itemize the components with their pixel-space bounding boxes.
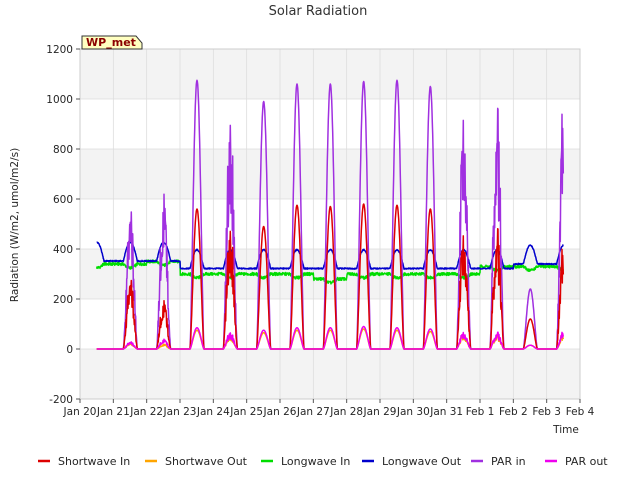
x-tick-label: Jan 31	[429, 406, 463, 418]
y-tick-label: 0	[66, 344, 73, 356]
x-tick-label: Feb 2	[499, 406, 528, 418]
plot-area	[80, 49, 580, 399]
x-tick-label: Jan 25	[229, 406, 263, 418]
legend: Shortwave In Shortwave Out Longwave In Long…	[38, 455, 608, 468]
site-badge-label: WP_met	[86, 36, 136, 49]
legend-label: Shortwave Out	[165, 455, 248, 468]
legend-label: Longwave In	[281, 455, 350, 468]
series-line-longwave-in	[95, 259, 565, 285]
legend-item: Longwave In	[261, 455, 350, 468]
y-tick-label: -200	[49, 394, 73, 406]
series-line-par-out	[96, 325, 565, 350]
site-badge: WP_met	[81, 35, 143, 50]
x-tick-label: Jan 23	[163, 406, 197, 418]
legend-item: PAR in	[471, 455, 526, 468]
legend-label: PAR in	[491, 455, 526, 468]
x-tick-label: Jan 29	[363, 406, 397, 418]
legend-item: Shortwave Out	[145, 455, 248, 468]
legend-item: Longwave Out	[362, 455, 462, 468]
plot-band	[80, 149, 580, 199]
x-tick-label: Jan 26	[263, 406, 297, 418]
y-tick-label: 200	[53, 294, 73, 306]
y-tick-label: 1200	[46, 44, 73, 56]
series-line-longwave-out	[96, 240, 564, 270]
series-layer	[95, 79, 565, 350]
legend-label: Longwave Out	[382, 455, 462, 468]
x-tick-label: Jan 24	[196, 406, 230, 418]
x-tick-label: Feb 3	[532, 406, 561, 418]
x-tick-label: Jan 28	[329, 406, 363, 418]
chart-title: Solar Radiation	[269, 4, 368, 19]
plot-band	[80, 249, 580, 299]
plot-background-bands	[80, 49, 580, 399]
y-axis-label: Radiation (W/m2, umol/m2/s)	[9, 148, 21, 302]
x-axis-label: Time	[552, 424, 579, 436]
y-tick-label: 800	[53, 144, 73, 156]
legend-label: PAR out	[565, 455, 608, 468]
y-tick-label: 400	[53, 244, 73, 256]
x-tick-label: Jan 22	[129, 406, 163, 418]
legend-item: Shortwave In	[38, 455, 130, 468]
legend-item: PAR out	[545, 455, 608, 468]
y-tick-label: 600	[53, 194, 73, 206]
y-tick-label: 1000	[46, 94, 73, 106]
plot-frame	[79, 48, 581, 400]
x-axis-ticks: Jan 20 Jan 21 Jan 22 Jan 23 Jan 24 Jan 25 Jan …	[63, 399, 595, 418]
x-tick-label: Feb 1	[466, 406, 495, 418]
x-tick-label: Feb 4	[566, 406, 595, 418]
x-tick-label: Jan 27	[296, 406, 330, 418]
y-axis-ticks: -200 0 200 400 600 800 1000 1200	[46, 44, 80, 406]
legend-label: Shortwave In	[58, 455, 130, 468]
plot-band	[80, 349, 580, 399]
x-tick-label: Jan 30	[396, 406, 430, 418]
x-tick-label: Jan 21	[96, 406, 130, 418]
x-tick-label: Jan 20	[63, 406, 97, 418]
